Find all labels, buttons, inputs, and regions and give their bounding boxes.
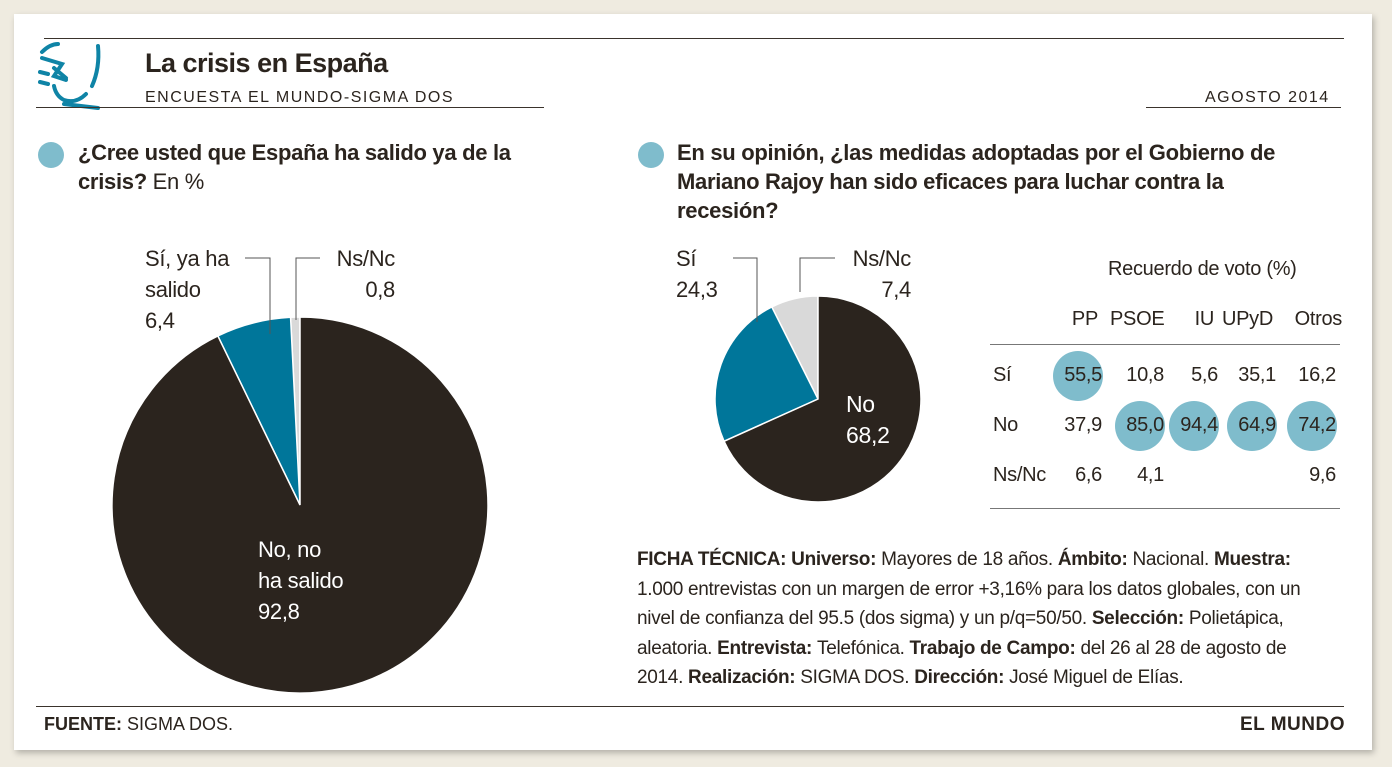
pie1-label-no: No, no ha salido 92,8	[258, 537, 344, 624]
table-cell: 5,6	[1191, 364, 1218, 386]
top-rule	[44, 38, 1344, 39]
pie1-label-ns: Ns/Nc 0,8	[336, 246, 396, 302]
table-cell: 94,4	[1180, 414, 1218, 436]
page-subtitle: ENCUESTA EL MUNDO-SIGMA DOS	[145, 89, 454, 106]
leader-line-ns-2	[799, 257, 835, 292]
survey-date: AGOSTO 2014	[1205, 89, 1330, 106]
column-header-psoe: PSOE	[1110, 308, 1165, 330]
question-bullet-icon	[638, 142, 664, 168]
ficha-segment: Entrevista:	[717, 637, 818, 659]
question-1-unit: En %	[146, 169, 205, 194]
ficha-segment: Muestra:	[1213, 549, 1291, 570]
question-2: En su opinión, ¿las medidas adoptadas po…	[677, 140, 1276, 223]
pie2-label-ns: Ns/Nc 7,4	[852, 246, 912, 302]
row-label: No	[993, 414, 1018, 436]
ficha-segment: Universo:	[791, 549, 882, 570]
subtitle-rule	[36, 107, 544, 108]
vote-table-title: Recuerdo de voto (%)	[1108, 258, 1297, 280]
ficha-segment: Dirección:	[914, 667, 1010, 688]
pie2-slice-no	[723, 295, 922, 503]
highlight-bubble	[1053, 351, 1103, 401]
ficha-segment: Telefónica.	[817, 637, 910, 659]
source: FUENTE: SIGMA DOS.	[44, 714, 233, 735]
source-value: SIGMA DOS.	[122, 714, 234, 734]
column-header-otros: Otros	[1294, 308, 1343, 330]
pie2-label-si: Sí 24,3	[676, 246, 718, 302]
source-label: FUENTE:	[44, 714, 122, 734]
highlight-bubble	[1115, 401, 1165, 451]
table-rule-top	[990, 344, 1340, 345]
table-cell: 85,0	[1126, 414, 1164, 436]
table-cell: 37,9	[1064, 414, 1102, 436]
ficha-segment: José Miguel de Elías.	[1009, 667, 1184, 688]
question-bullet-icon	[38, 142, 64, 168]
column-header-iu: IU	[1194, 308, 1215, 330]
ficha-segment: Trabajo de Campo:	[909, 637, 1081, 659]
table-rule-bottom	[990, 508, 1340, 509]
ficha-segment: Mayores de 18 años.	[881, 549, 1058, 570]
ficha-segment: Nacional.	[1132, 549, 1214, 570]
column-header-upyd: UPyD	[1222, 308, 1274, 330]
ficha-segment: 1.000 entrevistas con un margen de error…	[637, 578, 1301, 630]
sigma-dos-logo-icon	[38, 42, 101, 110]
ficha-segment: Realización:	[688, 667, 801, 688]
technical-sheet: FICHA TÉCNICA: Universo: Mayores de 18 a…	[637, 545, 1327, 693]
row-label: Ns/Nc	[993, 464, 1046, 486]
table-cell: 10,8	[1126, 364, 1164, 386]
question-1: ¿Cree usted que España ha salido ya de l…	[78, 138, 568, 196]
table-cell: 64,9	[1238, 414, 1276, 436]
row-label: Sí	[993, 364, 1012, 386]
ficha-segment: Ámbito:	[1057, 549, 1133, 570]
table-cell: 6,6	[1075, 464, 1102, 486]
column-header-pp: PP	[1071, 308, 1098, 330]
leader-line-si-1	[245, 257, 271, 334]
highlight-bubble	[1287, 401, 1337, 451]
ficha-segment: Polietápica, aleatoria.	[637, 608, 1284, 659]
pie1-slice-no-no-ha-salido	[111, 316, 489, 694]
table-cell: 35,1	[1238, 364, 1276, 386]
leader-line-si-2	[733, 257, 758, 322]
date-rule	[1146, 107, 1341, 108]
footer-rule	[36, 706, 1344, 707]
page-title: La crisis en España	[145, 48, 388, 78]
pie2-label-no: No 68,2	[846, 391, 890, 448]
pie1-label-si: Sí, ya ha salido 6,4	[145, 246, 230, 333]
ficha-segment: FICHA TÉCNICA:	[637, 549, 792, 570]
highlight-bubble	[1227, 401, 1277, 451]
table-cell: 16,2	[1298, 364, 1336, 386]
pie2-slice-s-	[714, 305, 820, 443]
question-1-text: ¿Cree usted que España ha salido ya de l…	[78, 140, 511, 194]
brand-logo: EL MUNDO	[1240, 714, 1345, 735]
highlight-bubble	[1169, 401, 1219, 451]
ficha-segment: del 26 al 28 de agosto de 2014.	[637, 637, 1287, 689]
ficha-segment: Selección:	[1091, 608, 1189, 629]
table-cell: 9,6	[1309, 464, 1336, 486]
ficha-segment: SIGMA DOS.	[800, 667, 915, 688]
table-cell: 74,2	[1298, 414, 1336, 436]
table-cell: 4,1	[1137, 464, 1164, 486]
leader-line-ns-1	[295, 257, 320, 320]
table-cell: 55,5	[1064, 364, 1102, 386]
